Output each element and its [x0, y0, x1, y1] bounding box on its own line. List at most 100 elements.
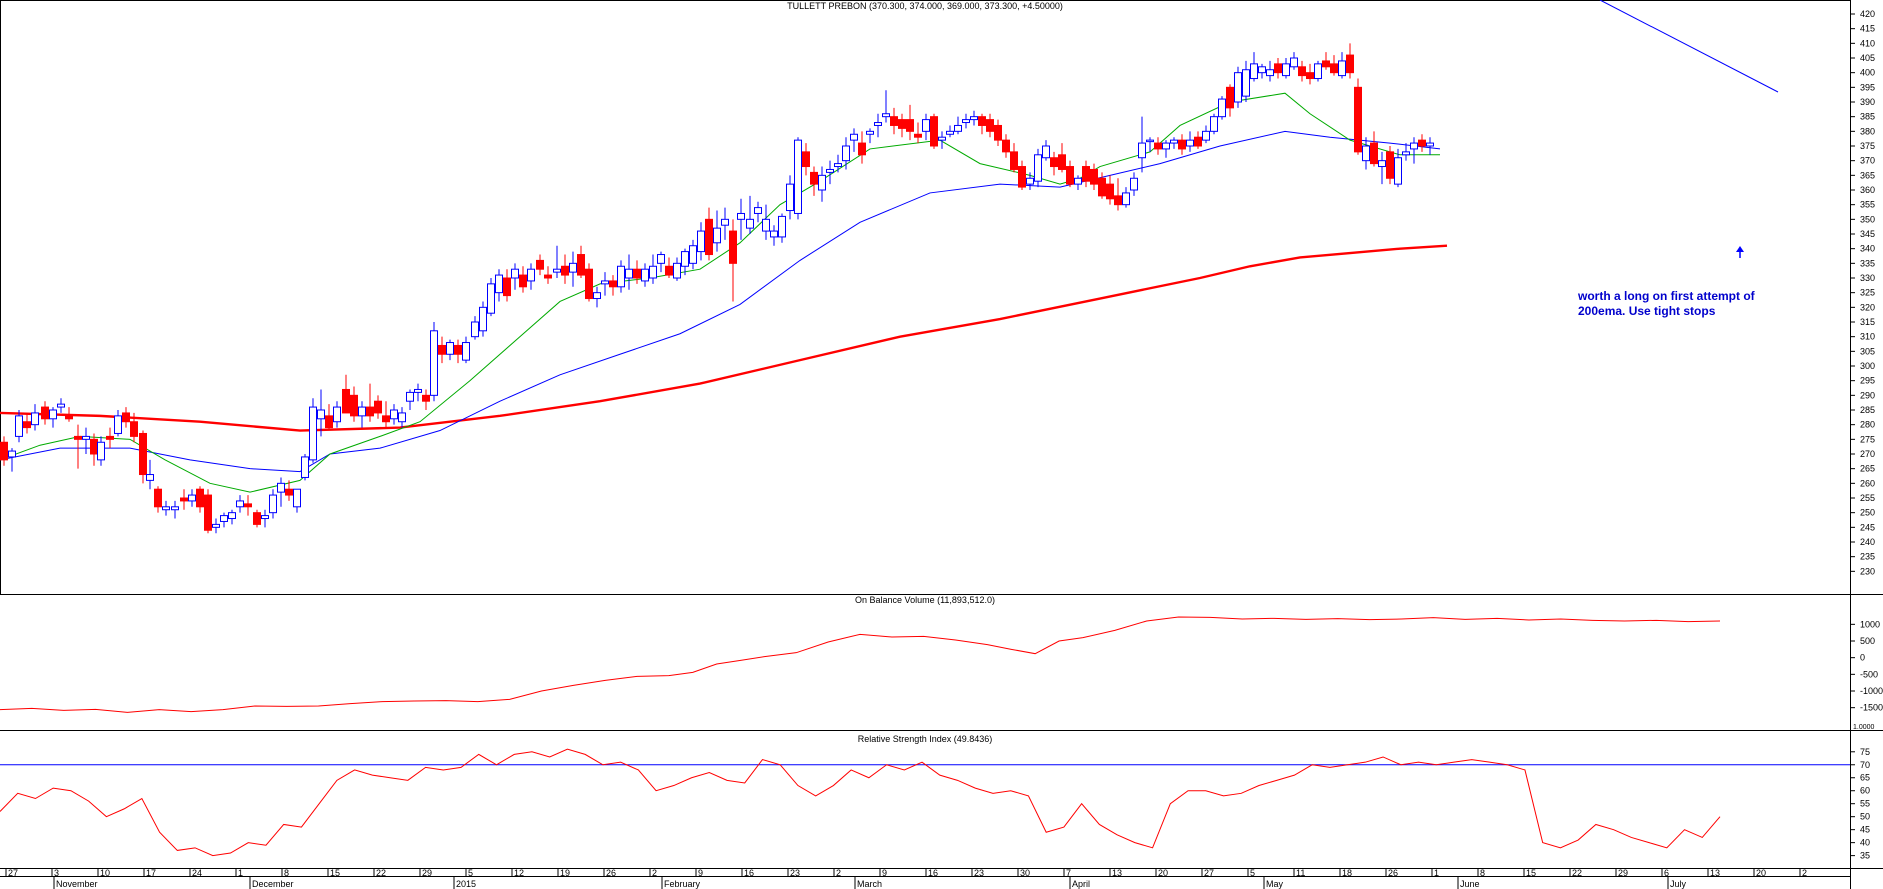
candlestick [1242, 60, 1250, 102]
candlestick [1066, 160, 1074, 188]
candlestick [794, 137, 802, 220]
candlestick [826, 160, 834, 185]
candlestick [462, 336, 470, 364]
price-y-tick-label: 245 [1860, 522, 1875, 532]
candlestick [1026, 172, 1034, 190]
candlestick [325, 404, 333, 431]
candlestick [406, 389, 414, 410]
candlestick [122, 407, 130, 428]
candlestick [994, 119, 1002, 146]
price-y-tick-label: 360 [1860, 185, 1875, 195]
price-y-tick-label: 420 [1860, 9, 1875, 19]
price-y-tick-label: 285 [1860, 405, 1875, 415]
candlestick [180, 489, 188, 510]
candlestick [527, 263, 535, 290]
candlestick [1098, 172, 1106, 199]
candlestick [65, 407, 73, 422]
candlestick [479, 301, 487, 337]
price-y-tick-label: 305 [1860, 346, 1875, 356]
candlestick [673, 257, 681, 281]
candlestick [1058, 143, 1066, 173]
price-y-tick-label: 355 [1860, 200, 1875, 210]
candlestick [261, 509, 269, 528]
moving-average-line [0, 244, 1448, 432]
x-day-tick-label: 2 [1802, 868, 1807, 878]
candlestick [1426, 137, 1434, 155]
candlestick [1234, 66, 1242, 108]
x-month-label: April [1072, 879, 1090, 889]
x-month-label: December [252, 879, 294, 889]
x-month-label: November [56, 879, 98, 889]
candlestick [1370, 131, 1378, 167]
candlestick [146, 459, 154, 490]
x-day-tick-label: 27 [1204, 868, 1214, 878]
price-y-tick-label: 265 [1860, 464, 1875, 474]
price-y-tick-label: 295 [1860, 376, 1875, 386]
x-day-tick-label: 8 [1480, 868, 1485, 878]
x-day-tick-label: 12 [514, 868, 524, 878]
candlestick [1050, 151, 1058, 176]
candlestick [762, 204, 770, 240]
candlestick [754, 201, 762, 223]
obv-chart-title: On Balance Volume (11,893,512.0) [855, 595, 995, 605]
candlestick [970, 110, 978, 126]
x-day-tick-label: 22 [376, 868, 386, 878]
candlestick [585, 263, 593, 302]
x-day-tick-label: 1 [1434, 868, 1439, 878]
x-month-label: June [1460, 879, 1480, 889]
candlestick [23, 412, 31, 434]
candlestick [561, 254, 569, 284]
candlestick [544, 266, 552, 284]
candlestick [834, 154, 842, 173]
candlestick [269, 489, 277, 519]
candlestick [106, 427, 114, 449]
candlestick [1106, 175, 1114, 205]
candlestick [1082, 160, 1090, 188]
up-arrow-icon [1736, 246, 1744, 258]
candlestick [705, 207, 713, 261]
obv-y-tick-label: 0 [1860, 653, 1865, 663]
candlestick [1298, 60, 1306, 82]
price-y-tick-label: 290 [1860, 390, 1875, 400]
candlestick [358, 401, 366, 428]
x-day-tick-label: 2 [836, 868, 841, 878]
candlestick [697, 222, 705, 261]
candlestick [1378, 151, 1386, 185]
candlestick [1306, 63, 1314, 85]
candlestick [471, 316, 479, 340]
candlestick [1130, 172, 1138, 196]
price-y-tick-label: 405 [1860, 53, 1875, 63]
candlestick [1154, 137, 1162, 155]
candlestick [922, 113, 930, 141]
candlestick [842, 137, 850, 170]
price-y-tick-label: 345 [1860, 229, 1875, 239]
candlestick [593, 286, 601, 308]
x-day-tick-label: 6 [1664, 868, 1669, 878]
price-y-tick-label: 350 [1860, 214, 1875, 224]
axes: 2302352402452502552602652702752802852902… [0, 9, 1883, 889]
candlestick [41, 401, 49, 425]
candlestick [914, 122, 922, 144]
candlestick [390, 404, 398, 425]
candlestick [1074, 175, 1082, 190]
candlestick [398, 407, 406, 428]
candlestick [1402, 143, 1410, 161]
candlestick [818, 166, 826, 202]
x-day-tick-label: 5 [468, 868, 473, 878]
candlestick [633, 260, 641, 284]
candlestick [946, 125, 954, 138]
price-y-tick-label: 275 [1860, 434, 1875, 444]
x-day-tick-label: 27 [8, 868, 18, 878]
price-y-tick-label: 335 [1860, 258, 1875, 268]
candlestick [617, 260, 625, 293]
candlestick [786, 175, 794, 220]
price-y-tick-label: 235 [1860, 552, 1875, 562]
candlestick [978, 113, 986, 135]
candlestick [1322, 52, 1330, 70]
candlestick [962, 113, 970, 129]
candlestick [649, 254, 657, 284]
candlestick [366, 383, 374, 422]
x-day-tick-label: 22 [1572, 868, 1582, 878]
candlestick [114, 410, 122, 437]
candlestick [1354, 78, 1362, 155]
